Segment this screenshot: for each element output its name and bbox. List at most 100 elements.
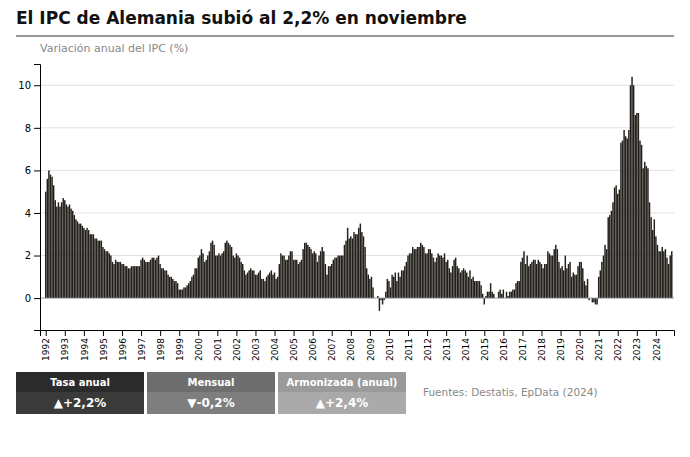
x-tick-mark [465,330,466,336]
bar [132,266,133,298]
bar [414,249,415,298]
bar [78,224,79,298]
bar [309,247,310,298]
bar [50,175,51,298]
y-tick: 6 [25,165,40,176]
bar [64,200,65,298]
bar [460,273,461,299]
x-tick-label: 2011 [404,338,414,361]
bar [531,262,532,298]
bar [642,168,643,298]
bar [336,258,337,298]
bar [625,136,626,298]
bar [658,251,659,298]
bar [253,270,254,298]
bar [326,275,327,298]
bar [209,251,210,298]
bar [498,292,499,298]
bar [215,256,216,299]
annotation-value: ▲+2,2% [54,396,107,410]
bar [342,256,343,299]
bar [542,268,543,298]
x-tick-label: 2007 [327,338,337,361]
bar [577,266,578,298]
bar [82,226,83,298]
bar [587,279,588,298]
annotation-value-bg [16,392,144,414]
y-tick-label: 10 [18,80,31,91]
bar [185,287,186,298]
x-tick-mark [618,330,619,336]
x-tick-label: 2020 [575,338,585,361]
bar [131,266,132,298]
bar [280,253,281,298]
bar [218,253,219,298]
bar [123,264,124,298]
x-tick: 2013 [442,330,452,361]
annotation-label: Tasa anual [50,377,110,388]
bar [204,262,205,298]
bar [558,262,559,298]
bar [547,251,548,298]
x-axis: 1992199319941995199619971998199920002001… [41,330,675,361]
bar [274,273,275,299]
bar [45,192,46,298]
bar [205,260,206,298]
bar [669,256,670,299]
x-tick: 2012 [423,330,433,361]
bar [534,260,535,298]
x-tick-label: 1996 [118,338,128,361]
bar [520,262,521,298]
bar [255,275,256,298]
bar [239,258,240,298]
bar [506,292,507,298]
bar [229,245,230,298]
bar [530,264,531,298]
y-tick-mark [34,213,40,214]
bar [395,273,396,299]
bar [155,260,156,298]
bar [220,256,221,299]
x-tick: 2004 [270,330,280,361]
bar [320,251,321,298]
bar [325,264,326,298]
x-tick-mark [217,330,218,336]
bar [248,270,249,298]
bar [355,234,356,298]
bar [512,290,513,299]
bar [67,207,68,299]
bar [72,211,73,298]
bar [430,249,431,298]
bar [344,245,345,298]
bar [369,279,370,298]
bar [606,249,607,298]
bar [242,264,243,298]
bar [299,262,300,298]
bar [584,281,585,298]
bar [515,283,516,298]
y-tick-mark [34,128,40,129]
bar [298,264,299,298]
y-tick: 10 [18,80,40,91]
bar [328,266,329,298]
bar [630,85,631,298]
bar [198,258,199,298]
x-tick-mark [160,330,161,336]
x-tick-mark [46,330,47,336]
bar [426,253,427,298]
bar [121,264,122,298]
bar [598,277,599,298]
bar [631,77,632,298]
bar [471,279,472,298]
bar [310,249,311,298]
bar [113,264,114,298]
bar [393,277,394,298]
x-tick-label: 1999 [175,338,185,361]
bar [234,258,235,298]
bar [623,130,624,298]
x-tick-label: 2006 [308,338,318,361]
bar [269,273,270,299]
bar [539,262,540,298]
x-tick: 2009 [366,330,376,361]
bar [221,253,222,298]
